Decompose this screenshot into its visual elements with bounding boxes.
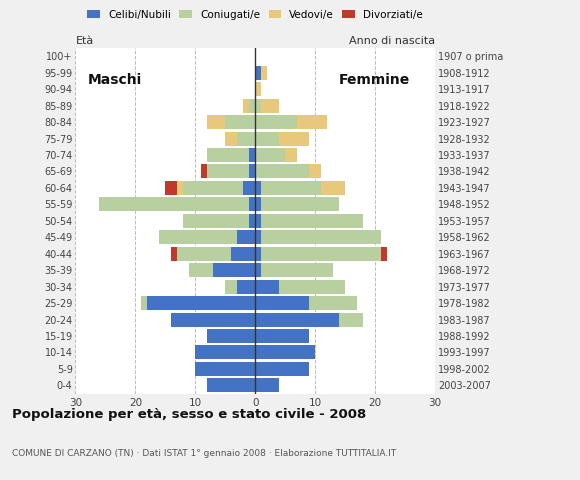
Bar (279, 132, 309, 145)
Bar (255, 230, 261, 244)
Bar (255, 165, 309, 179)
Bar (237, 230, 255, 244)
Bar (309, 296, 357, 310)
Bar (255, 280, 279, 294)
Bar (249, 165, 255, 179)
Bar (255, 214, 261, 228)
Bar (183, 181, 243, 195)
Bar (237, 280, 255, 294)
Bar (243, 98, 249, 113)
Bar (309, 165, 321, 179)
Bar (142, 296, 147, 310)
Bar (99, 197, 249, 211)
Bar (195, 362, 255, 376)
Bar (207, 378, 255, 392)
Bar (249, 148, 255, 162)
Bar (255, 197, 261, 211)
Bar (195, 346, 255, 360)
Bar (177, 181, 183, 195)
Bar (177, 247, 231, 261)
Bar (147, 296, 255, 310)
Bar (225, 280, 237, 294)
Bar (213, 263, 255, 277)
Bar (255, 82, 261, 96)
Bar (255, 329, 309, 343)
Bar (243, 181, 255, 195)
Bar (249, 197, 255, 211)
Bar (321, 181, 345, 195)
Bar (255, 362, 309, 376)
Bar (207, 329, 255, 343)
Bar (261, 214, 363, 228)
Bar (255, 312, 339, 326)
Text: Anno di nascita: Anno di nascita (349, 36, 435, 47)
Bar (261, 66, 267, 80)
Bar (255, 132, 279, 145)
Bar (165, 181, 177, 195)
Bar (171, 247, 177, 261)
Bar (249, 214, 255, 228)
Bar (261, 230, 381, 244)
Bar (207, 165, 249, 179)
Bar (279, 280, 345, 294)
Bar (255, 346, 315, 360)
Legend: Celibi/Nubili, Coniugati/e, Vedovi/e, Divorziati/e: Celibi/Nubili, Coniugati/e, Vedovi/e, Di… (85, 8, 425, 22)
Bar (201, 165, 207, 179)
Bar (207, 115, 225, 129)
Bar (261, 181, 321, 195)
Bar (160, 230, 237, 244)
Bar (255, 263, 261, 277)
Bar (261, 197, 339, 211)
Bar (255, 181, 261, 195)
Bar (249, 98, 255, 113)
Bar (261, 263, 333, 277)
Bar (255, 378, 279, 392)
Bar (255, 148, 285, 162)
Bar (255, 66, 261, 80)
Bar (255, 115, 297, 129)
Bar (261, 98, 279, 113)
Bar (297, 115, 327, 129)
Text: Età: Età (75, 36, 93, 47)
Bar (381, 247, 387, 261)
Bar (237, 132, 255, 145)
Bar (261, 247, 381, 261)
Text: COMUNE DI CARZANO (TN) · Dati ISTAT 1° gennaio 2008 · Elaborazione TUTTITALIA.IT: COMUNE DI CARZANO (TN) · Dati ISTAT 1° g… (12, 449, 396, 458)
Bar (255, 296, 309, 310)
Bar (285, 148, 297, 162)
Bar (207, 148, 249, 162)
Bar (183, 214, 249, 228)
Bar (255, 247, 261, 261)
Text: Popolazione per età, sesso e stato civile - 2008: Popolazione per età, sesso e stato civil… (12, 408, 366, 420)
Bar (189, 263, 213, 277)
Bar (231, 247, 255, 261)
Bar (255, 98, 261, 113)
Text: Maschi: Maschi (88, 72, 142, 87)
Bar (339, 312, 363, 326)
Bar (225, 115, 255, 129)
Bar (225, 132, 237, 145)
Bar (171, 312, 255, 326)
Text: Femmine: Femmine (339, 72, 411, 87)
